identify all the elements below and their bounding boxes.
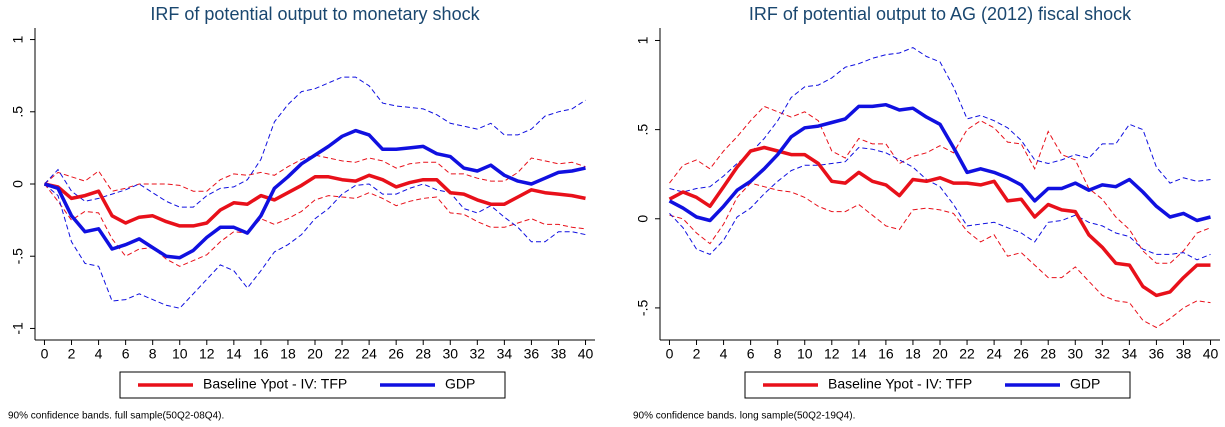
y-tick-label: 0 [635,215,651,223]
y-tick-label: 0 [10,180,26,188]
x-tick-label: 10 [172,346,188,362]
y-tick-label: -.5 [635,300,651,317]
x-tick-label: 0 [666,346,674,362]
x-tick-label: 40 [578,346,594,362]
x-tick-label: 12 [199,346,215,362]
x-tick-label: 22 [959,346,975,362]
series-line [668,102,1211,223]
band-line [44,183,586,309]
series-line [43,128,586,260]
x-tick-label: 6 [122,346,130,362]
x-tick-label: 4 [720,346,728,362]
band-line [44,76,586,208]
band-line [44,183,586,267]
x-tick-label: 24 [361,346,377,362]
x-tick-label: 26 [1013,346,1029,362]
y-tick-label: -.5 [10,248,26,265]
x-tick-label: 30 [1067,346,1083,362]
x-tick-label: 38 [551,346,567,362]
x-tick-label: 22 [334,346,350,362]
band-line [669,182,1211,329]
x-tick-label: 16 [878,346,894,362]
x-tick-label: 0 [41,346,49,362]
x-tick-label: 12 [824,346,840,362]
legend-label: Baseline Ypot - IV: TFP [203,376,347,392]
x-tick-label: 40 [1203,346,1219,362]
series-line [44,173,586,228]
band-line [669,105,1211,264]
x-tick-label: 18 [905,346,921,362]
x-tick-label: 4 [95,346,103,362]
x-tick-label: 2 [693,346,701,362]
legend-label: Baseline Ypot - IV: TFP [828,376,972,392]
caption: 90% confidence bands. full sample(50Q2-0… [8,411,224,422]
y-tick-label: .5 [10,106,26,118]
x-tick-label: 6 [747,346,755,362]
x-tick-label: 38 [1176,346,1192,362]
chart-title: IRF of potential output to AG (2012) fis… [749,4,1132,24]
x-tick-label: 14 [851,346,867,362]
x-tick-label: 34 [1122,346,1138,362]
x-tick-label: 16 [253,346,269,362]
x-tick-label: 32 [470,346,486,362]
x-tick-label: 10 [797,346,813,362]
x-tick-label: 26 [388,346,404,362]
x-tick-label: 2 [68,346,76,362]
x-tick-label: 28 [415,346,431,362]
x-tick-label: 36 [1149,346,1165,362]
band-line [669,47,1211,193]
x-tick-label: 20 [307,346,323,362]
y-tick-label: -1 [10,322,26,335]
x-tick-label: 20 [932,346,948,362]
legend-label: GDP [1070,376,1100,392]
x-tick-label: 36 [524,346,540,362]
series-line [668,145,1211,298]
band-line [669,146,1211,261]
x-tick-label: 14 [226,346,242,362]
x-tick-label: 28 [1040,346,1056,362]
x-tick-label: 8 [774,346,782,362]
x-tick-label: 18 [280,346,296,362]
x-tick-label: 32 [1095,346,1111,362]
x-tick-label: 30 [442,346,458,362]
caption: 90% confidence bands. long sample(50Q2-1… [633,411,855,422]
legend-label: GDP [445,376,475,392]
x-tick-label: 8 [149,346,157,362]
y-tick-label: .5 [635,124,651,136]
chart-title: IRF of potential output to monetary shoc… [150,4,480,24]
y-tick-label: 1 [10,35,26,43]
x-tick-label: 24 [986,346,1002,362]
y-tick-label: 1 [635,36,651,44]
x-tick-label: 34 [497,346,513,362]
